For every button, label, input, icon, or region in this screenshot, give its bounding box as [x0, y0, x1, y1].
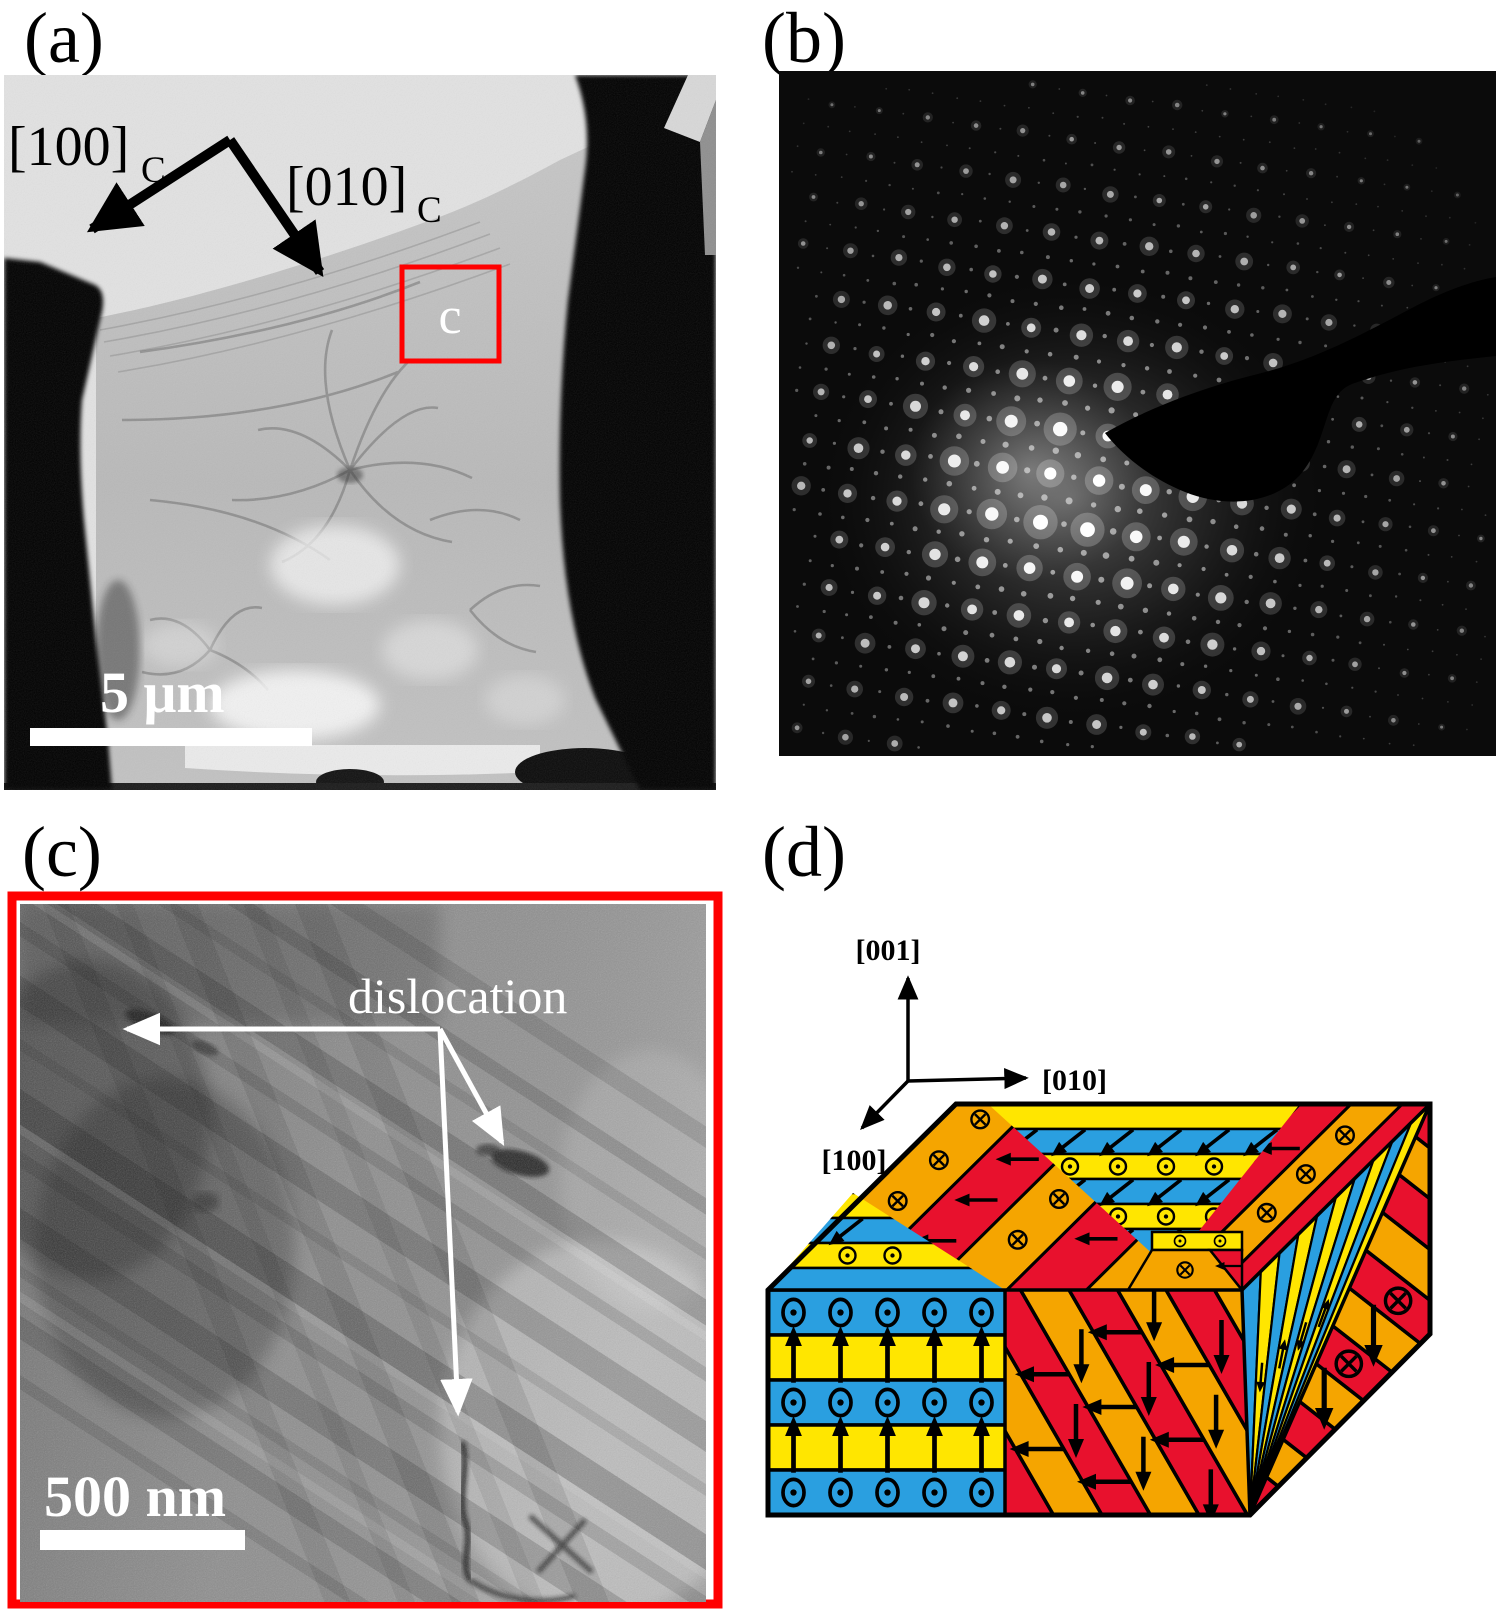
panel-c-tem-image [20, 904, 706, 1602]
panel-d-axes: [001] [010] [100] [822, 934, 1107, 1177]
panel-d-domain-schematic [765, 1101, 1433, 1518]
axis-010-label: [010] [1042, 1064, 1107, 1097]
panel-d-label: (d) [762, 812, 846, 892]
scalebar-c-text: 500 nm [44, 1464, 226, 1529]
top-face-knot [1125, 1230, 1245, 1294]
axis-010-arrow [907, 1068, 1029, 1090]
dislocation-arrow-down [437, 1028, 473, 1417]
scalebar-a [30, 728, 312, 746]
roi-red-frame [7, 891, 723, 1609]
panel-a-annotations: [100] C [010] C c 5 μm [8, 116, 502, 746]
axis-001-label: [001] [856, 934, 921, 967]
axis-100-label: [100] [822, 1144, 887, 1177]
box-edges [765, 1101, 1433, 1518]
axis-100-arrow [860, 1079, 910, 1131]
front-left-face [768, 1290, 1005, 1515]
panel-b-diffraction-image [779, 71, 1496, 756]
scalebar-a-text: 5 μm [100, 660, 225, 725]
panel-c-annotations: dislocation 500 nm [40, 968, 567, 1550]
panel-b-label: (b) [762, 0, 846, 78]
arrow-010-direction [225, 137, 325, 277]
label-100c-sub: C [141, 150, 166, 191]
scalebar-c [40, 1530, 245, 1550]
beam-stopper [1105, 277, 1496, 502]
dislocation-arrow-diagonal [437, 1027, 505, 1146]
label-100c: [100] [8, 116, 129, 178]
label-010c-sub: C [417, 190, 442, 231]
dislocation-label: dislocation [348, 968, 567, 1024]
panel-c-label: (c) [22, 812, 102, 892]
roi-box-c [399, 264, 502, 364]
roi-box-c-label: c [438, 288, 461, 345]
arrow-100-direction [86, 135, 233, 234]
diffraction-spots [791, 80, 1489, 752]
label-010c: [010] [286, 156, 407, 218]
front-middle-face [1005, 1290, 1250, 1515]
panel-a-label: (a) [24, 0, 104, 78]
